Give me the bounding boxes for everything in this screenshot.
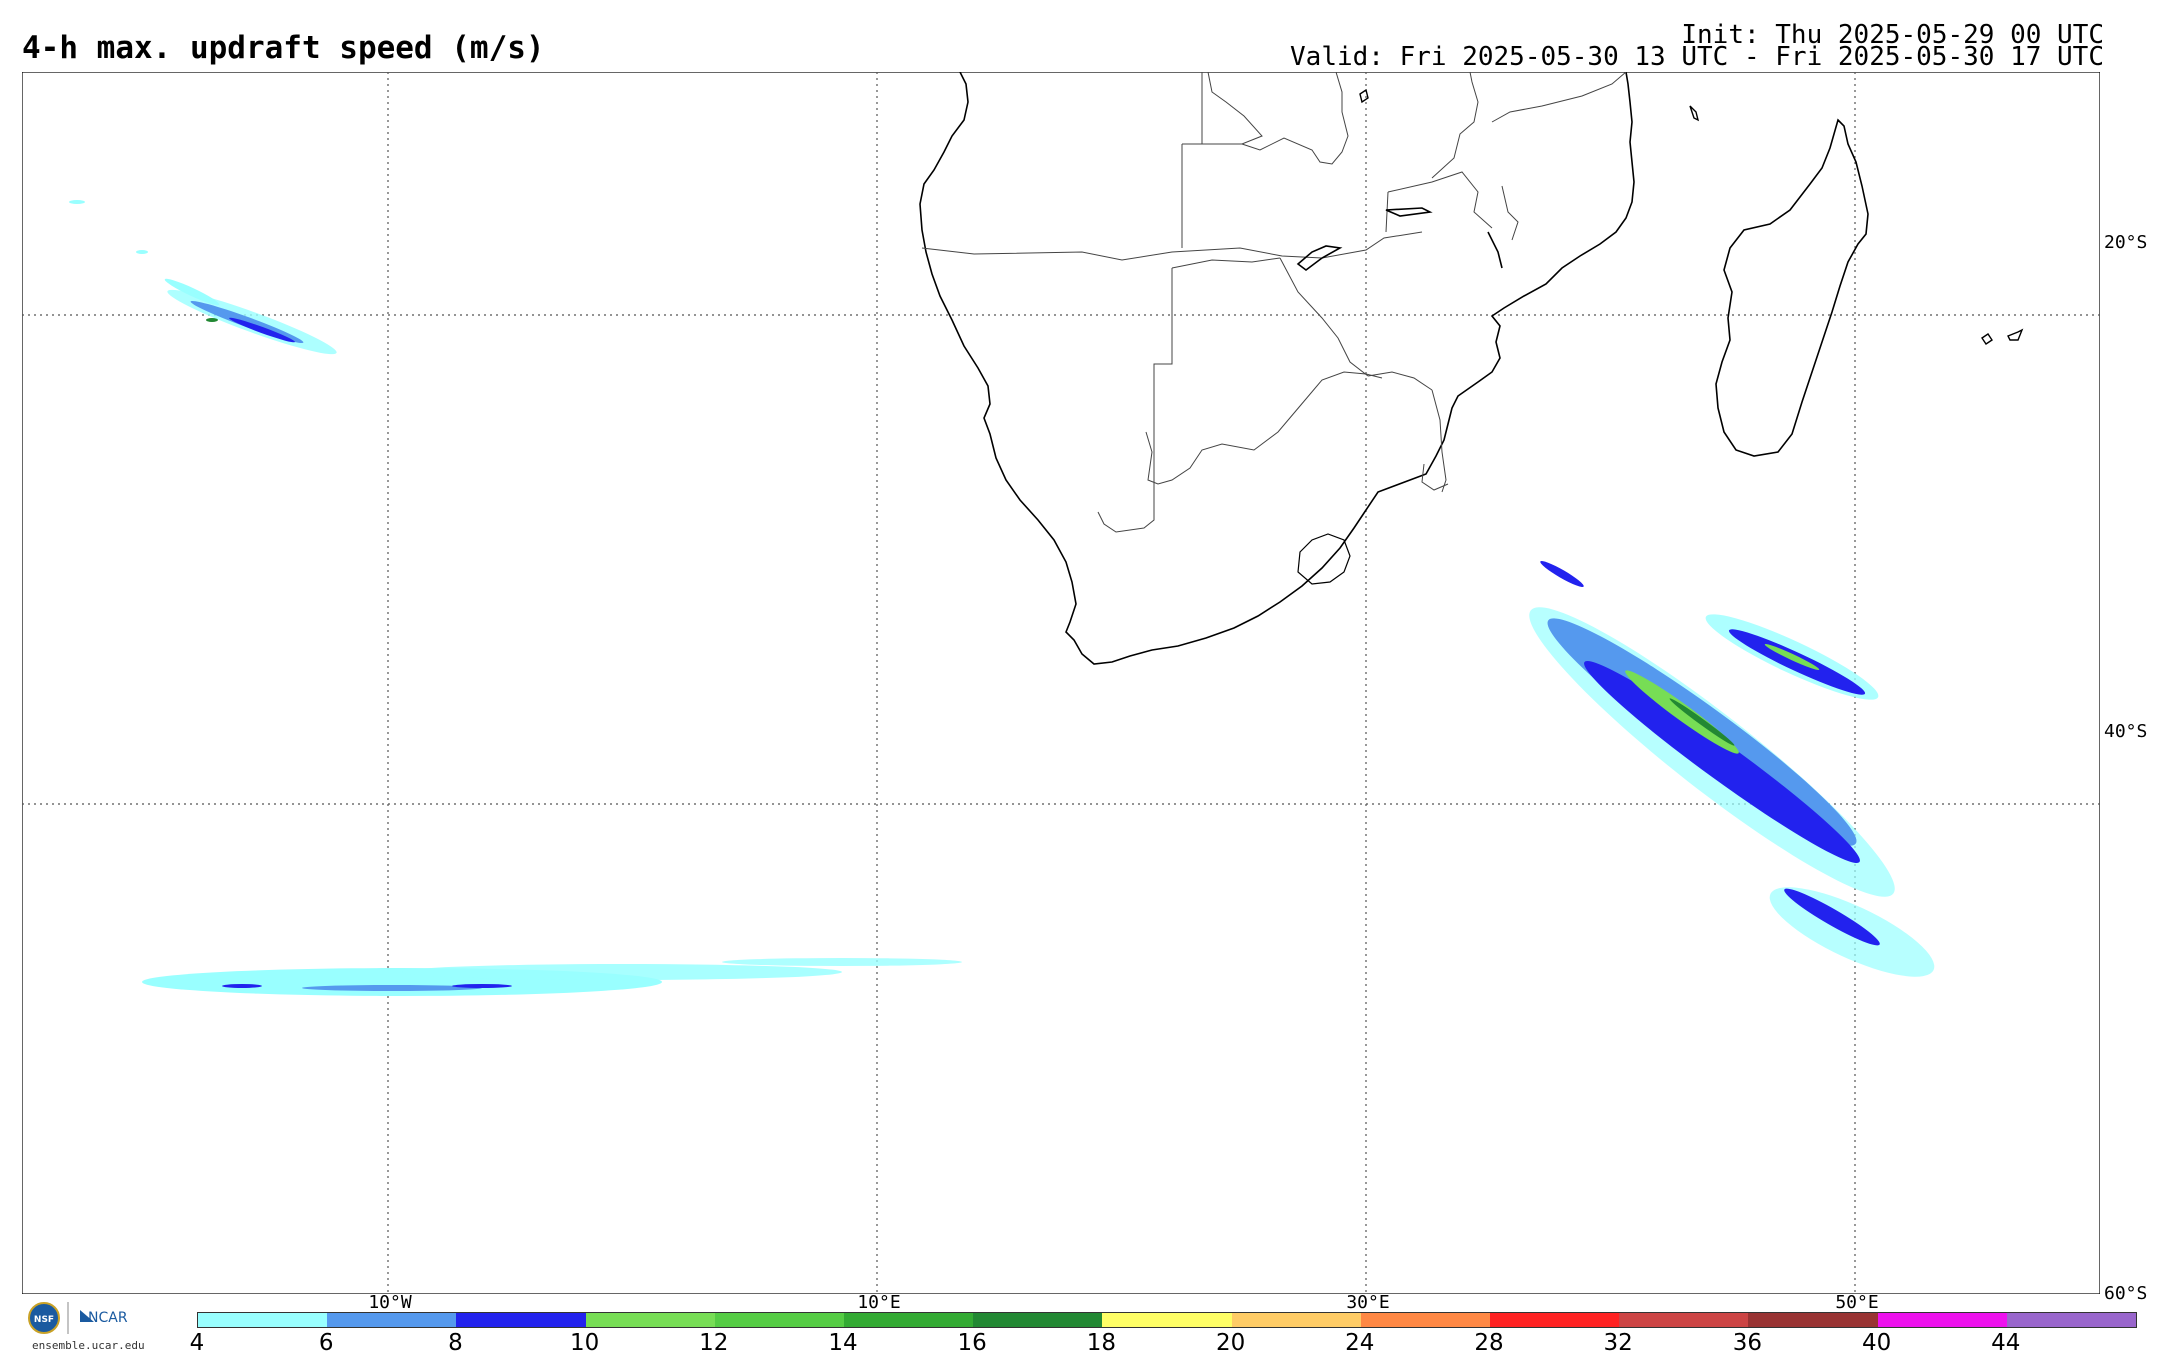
- africa-coastline: [919, 72, 1635, 665]
- map-panel: [22, 72, 2100, 1294]
- colorbar-label: 24: [1345, 1330, 1375, 1356]
- colorbar-segment: [585, 1313, 715, 1327]
- init-time: Init: Thu 2025-05-29 00 UTC: [1681, 20, 2104, 50]
- colorbar-label: 36: [1732, 1330, 1763, 1356]
- lat-label-60s: 60°S: [2104, 1283, 2148, 1304]
- colorbar-label: 8: [448, 1330, 463, 1356]
- country-borders: [921, 72, 1627, 533]
- updraft-field-se: [1529, 561, 1935, 977]
- colorbar-segment: [973, 1313, 1103, 1327]
- graticule: [22, 72, 2100, 1294]
- updraft-field-south: [142, 958, 962, 996]
- svg-text:NSF: NSF: [34, 1315, 54, 1325]
- colorbar-label: 4: [189, 1330, 205, 1356]
- colorbar-label: 10: [569, 1330, 600, 1356]
- colorbar-segment: [1360, 1313, 1491, 1327]
- colorbar-segment: [1619, 1313, 1749, 1327]
- lon-label-10w: 10°W: [368, 1292, 412, 1313]
- colorbar-segment: [714, 1313, 845, 1327]
- lat-label-40s: 40°S: [2104, 721, 2148, 742]
- colorbar-segment: [1490, 1313, 1620, 1327]
- colorbar-label: 44: [1991, 1330, 2021, 1356]
- colorbar-label: 12: [699, 1330, 729, 1356]
- lon-label-30e: 30°E: [1346, 1292, 1390, 1313]
- colorbar-label: 20: [1215, 1330, 1246, 1356]
- lon-label-50e: 50°E: [1835, 1292, 1879, 1313]
- colorbar-segment: [1102, 1313, 1232, 1327]
- colorbar-label: 16: [957, 1330, 987, 1356]
- colorbar-segment: [456, 1313, 586, 1327]
- colorbar-segment: [1877, 1313, 2007, 1327]
- colorbar-segment: [844, 1313, 974, 1327]
- lon-label-10e: 10°E: [857, 1292, 901, 1313]
- colorbar-label: 32: [1603, 1330, 1633, 1356]
- colorbar: [197, 1312, 2137, 1328]
- colorbar-label: 6: [318, 1330, 334, 1356]
- madagascar: [1715, 118, 1869, 457]
- updraft-field-nw: [69, 200, 337, 355]
- site-url: ensemble.ucar.edu: [32, 1339, 145, 1352]
- colorbar-label: 14: [828, 1330, 858, 1356]
- colorbar-segment: [2006, 1313, 2137, 1327]
- colorbar-segment: [198, 1313, 328, 1327]
- colorbar-segment: [1748, 1313, 1878, 1327]
- valid-time: Valid: Fri 2025-05-30 13 UTC - Fri 2025-…: [1290, 42, 2104, 72]
- lesotho-border: [1297, 533, 1351, 585]
- colorbar-segment: [1231, 1313, 1361, 1327]
- colorbar-label: 18: [1086, 1330, 1117, 1356]
- nsf-ncar-logo: NSF NCAR: [24, 1298, 154, 1342]
- colorbar-segment: [327, 1313, 457, 1327]
- map-title: 4-h max. updraft speed (m/s): [22, 30, 545, 66]
- colorbar-label: 40: [1861, 1330, 1892, 1356]
- svg-text:NCAR: NCAR: [88, 1310, 128, 1326]
- colorbar-label: 28: [1474, 1330, 1504, 1356]
- lat-label-20s: 20°S: [2104, 232, 2148, 253]
